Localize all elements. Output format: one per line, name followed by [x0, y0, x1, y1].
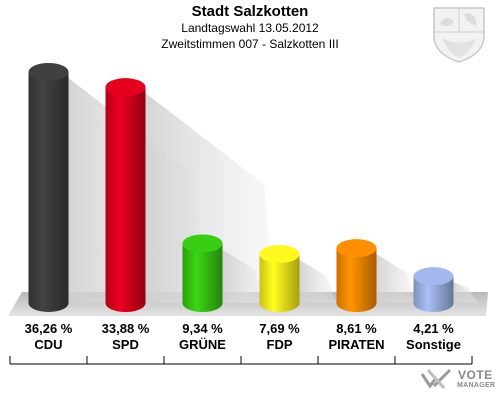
bar-fdp [259, 245, 300, 312]
category-label: PIRATEN [328, 337, 385, 352]
value-label: 9,34 % [182, 321, 223, 336]
bar-shadow [222, 249, 266, 303]
bar-sonstige [413, 267, 454, 312]
category-label: GRÜNE [179, 337, 226, 352]
coat-of-arms-logo [433, 7, 485, 63]
vote-manager-logo-mark [420, 368, 452, 389]
brand-manager-text: MANAGER [457, 382, 496, 389]
chart-district: Zweitstimmen 007 - Salzkotten III [161, 37, 339, 51]
chart-subtitle: Landtagswahl 13.05.2012 [181, 21, 319, 35]
value-label: 33,88 % [101, 321, 150, 336]
category-label: Sonstige [406, 337, 461, 352]
bar-piraten [336, 239, 377, 312]
value-label: 36,26 % [24, 321, 73, 336]
bar-shadow [145, 93, 275, 303]
bar-shadow [299, 260, 337, 303]
bar-cdu [28, 63, 69, 312]
brand-vote-text: VOTE [458, 368, 493, 382]
bar-shadow [376, 254, 417, 303]
bar-grüne [182, 234, 223, 312]
bar-shadow [453, 282, 479, 303]
category-label: FDP [266, 337, 293, 352]
category-label: SPD [112, 337, 139, 352]
value-label: 8,61 % [336, 321, 377, 336]
category-label: CDU [34, 337, 63, 352]
value-label: 4,21 % [413, 321, 454, 336]
value-label: 7,69 % [259, 321, 300, 336]
chart-title: Stadt Salzkotten [191, 3, 309, 20]
bar-spd [105, 78, 146, 312]
